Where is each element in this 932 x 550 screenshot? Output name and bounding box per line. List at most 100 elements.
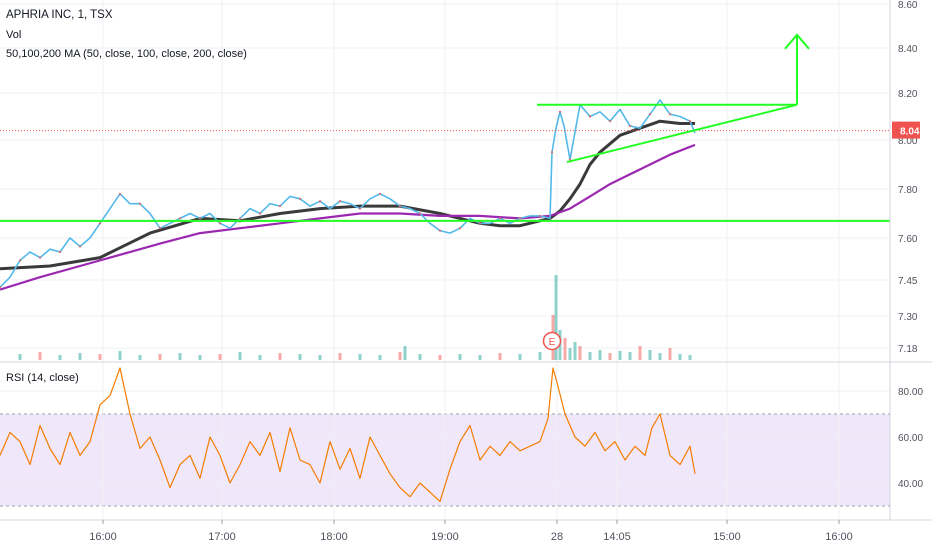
- price-tick-label: 7.45: [898, 276, 918, 287]
- time-tick-label: 14:05: [603, 531, 631, 543]
- time-tick-label: 19:00: [431, 531, 459, 543]
- last-price-label: 8.04: [900, 127, 920, 138]
- price-tick-label: 8.60: [898, 0, 918, 11]
- price-point: [518, 217, 522, 220]
- volume-bar: [378, 355, 382, 360]
- rsi-tick-label: 60.00: [898, 433, 923, 444]
- price-point: [668, 112, 672, 116]
- rsi-tick-label: 40.00: [898, 479, 923, 490]
- last-price-badge: [892, 121, 920, 139]
- symbol-title[interactable]: APHRIA INC, 1, TSX: [6, 9, 113, 21]
- volume-bar: [648, 350, 652, 360]
- volume-bar: [438, 355, 442, 360]
- volume-bar: [578, 346, 582, 360]
- price-point: [418, 212, 422, 215]
- price-tick-label: 8.20: [898, 89, 918, 100]
- price-point: [318, 200, 322, 203]
- price-point: [608, 120, 612, 123]
- ascending-trendline: [566, 103, 798, 164]
- price-point: [628, 124, 632, 128]
- price-point: [688, 120, 692, 123]
- earnings-marker-label: E: [549, 337, 556, 348]
- price-point: [458, 227, 462, 230]
- volume-bar: [608, 353, 612, 360]
- volume-bar: [298, 354, 302, 360]
- volume-bar: [403, 346, 407, 360]
- volume-bar: [358, 354, 362, 360]
- volume-bar: [658, 353, 662, 360]
- volume-bar: [573, 342, 577, 360]
- volume-bar: [338, 353, 342, 360]
- price-point: [398, 204, 402, 208]
- price-point: [38, 256, 42, 259]
- moving-average-layer: [0, 119, 696, 291]
- time-tick-label: 15:00: [713, 531, 741, 543]
- volume-bar: [198, 355, 202, 360]
- price-point: [558, 110, 562, 114]
- price-point: [58, 250, 62, 254]
- time-tick-label: 28: [551, 531, 563, 543]
- volume-bar: [158, 354, 162, 360]
- volume-bar: [554, 275, 558, 360]
- price-point: [218, 222, 222, 225]
- time-tick-label: 18:00: [320, 531, 348, 543]
- volume-bar: [668, 348, 672, 360]
- price-tick-label: 7.30: [898, 312, 918, 323]
- price-point: [498, 217, 502, 220]
- volume-bar: [398, 352, 402, 360]
- volume-bar: [498, 353, 502, 360]
- volume-bar: [688, 355, 692, 360]
- price-line: [0, 99, 696, 288]
- price-point: [478, 222, 482, 225]
- price-point: [378, 192, 382, 196]
- price-point: [298, 197, 302, 200]
- time-tick-label: 17:00: [208, 531, 236, 543]
- volume-bar: [568, 348, 572, 360]
- price-point: [18, 259, 22, 262]
- volume-legend[interactable]: Vol: [6, 29, 22, 41]
- rsi-tick-label: 80.00: [898, 387, 923, 398]
- price-point: [278, 204, 282, 208]
- price-layer: [0, 99, 890, 289]
- volume-bar: [628, 352, 632, 360]
- volume-layer: [18, 275, 692, 360]
- volume-bar: [563, 338, 567, 360]
- moving-average-legend[interactable]: 50,100,200 MA (50, close, 100, close, 20…: [6, 48, 247, 60]
- price-point: [178, 217, 182, 220]
- price-point: [438, 229, 442, 232]
- price-point: [78, 245, 82, 248]
- price-point: [588, 115, 592, 118]
- volume-bar: [588, 352, 592, 360]
- time-tick-label: 16:00: [89, 531, 117, 543]
- volume-bar: [418, 354, 422, 360]
- price-tick-label: 7.80: [898, 185, 918, 196]
- volume-bar: [98, 354, 102, 360]
- volume-bar: [18, 354, 22, 360]
- volume-bar: [58, 355, 62, 360]
- volume-bar: [638, 346, 642, 360]
- volume-bar: [258, 355, 262, 360]
- ma-line-1: [0, 119, 695, 271]
- volume-bar: [598, 350, 602, 360]
- price-point: [550, 151, 554, 154]
- rsi-legend[interactable]: RSI (14, close): [6, 372, 79, 384]
- volume-bar: [518, 354, 522, 360]
- target-arrow-head: [784, 33, 810, 50]
- volume-bar: [678, 354, 682, 360]
- price-point: [158, 227, 162, 230]
- price-point: [338, 200, 342, 203]
- price-tick-label: 7.60: [898, 234, 918, 245]
- time-tick-label: 16:00: [825, 531, 853, 543]
- price-tick-label: 8.00: [898, 136, 918, 147]
- volume-bar: [178, 353, 182, 360]
- volume-bar: [538, 352, 542, 360]
- rsi-layer: [0, 367, 696, 502]
- price-point: [138, 202, 142, 205]
- volume-bar: [458, 354, 462, 360]
- volume-bar: [478, 355, 482, 360]
- volume-bar: [238, 352, 242, 360]
- volume-bar: [118, 351, 122, 360]
- price-point: [0, 286, 2, 289]
